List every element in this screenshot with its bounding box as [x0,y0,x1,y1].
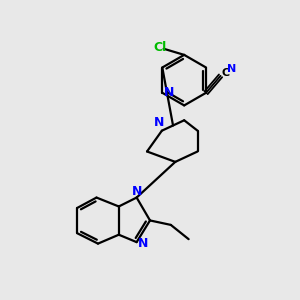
Text: N: N [131,184,142,197]
Text: N: N [138,237,148,250]
Text: C: C [222,68,230,78]
Text: N: N [226,64,236,74]
Text: N: N [164,86,174,99]
Text: Cl: Cl [154,41,167,54]
Text: N: N [154,116,165,129]
